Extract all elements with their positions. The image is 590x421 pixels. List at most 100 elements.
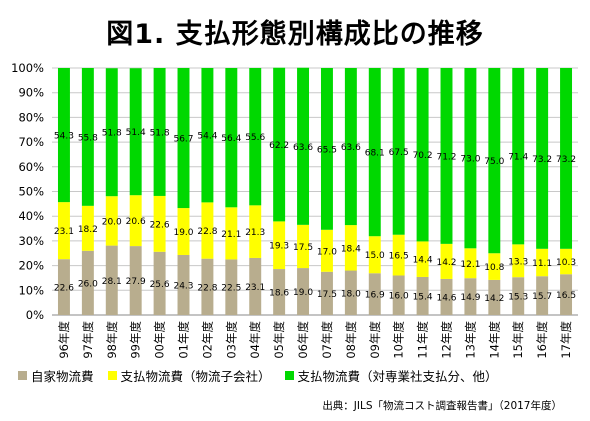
data-label: 11.1 [532,259,552,269]
bar-segment [81,250,94,315]
x-tick-label: 02年度 [200,321,214,359]
bar-segment [392,234,405,276]
data-label: 23.1 [54,227,74,237]
x-tick-label: 05年度 [272,321,286,359]
bar-segment [201,68,214,203]
data-label: 67.5 [389,148,409,158]
bar-segment [536,248,549,277]
data-label: 28.1 [102,277,122,287]
data-label: 13.3 [508,257,528,267]
bar-segment [416,68,429,242]
bar-segment [273,269,286,315]
data-labels: 22.6 23.1 54.3 26.0 18.2 55.8 28.1 20.0 51.8 27.9… [54,128,576,304]
legend-item: 支払物流費（対専業社支払分、他） [284,366,498,385]
y-tick-label: 80% [18,110,44,124]
data-label: 63.6 [293,143,313,153]
bar-segment [105,68,118,197]
bar-segment [153,68,166,196]
x-tick-label: 10年度 [392,321,406,359]
data-label: 65.5 [317,145,337,155]
data-label: 63.6 [341,143,361,153]
data-label: 16.5 [556,291,576,301]
x-tick-label: 07年度 [320,321,334,359]
data-label: 24.3 [173,281,193,291]
x-tick-label: 11年度 [416,321,430,359]
bar-segment [177,208,190,255]
bar-segment [440,278,453,315]
data-label: 22.6 [150,220,170,230]
data-label: 73.2 [532,155,552,165]
data-label: 51.8 [150,128,170,138]
legend-item: 支払物流費（物流子会社） [107,366,271,385]
bar-segment [105,196,118,246]
bar-segment [488,253,501,280]
bar-segment [464,68,477,249]
bar-segment [177,254,190,315]
data-label: 56.4 [221,134,241,144]
data-label: 12.1 [460,260,480,270]
bar-segment [392,68,405,235]
bar-segment [129,68,142,196]
data-label: 56.7 [173,135,193,145]
data-label: 16.5 [389,252,409,262]
data-label: 26.0 [78,279,98,289]
x-tick-label: 08年度 [344,321,358,359]
bar-segment [560,68,573,249]
bar-segment [273,221,286,270]
data-label: 70.2 [413,151,433,161]
bar-segment [320,68,333,230]
bar-segment [464,248,477,279]
legend: 自家物流費 支払物流費（物流子会社） 支払物流費（対専業社支払分、他） [18,366,512,385]
bar-segment [440,243,453,279]
bar-segment [57,259,70,315]
source-note: 出典：JILS「物流コスト調査報告書」（2017年度） [322,400,562,412]
data-label: 10.8 [484,263,504,273]
data-label: 22.8 [197,227,217,237]
chart-title: 図1. 支払形態別構成比の推移 [106,19,484,50]
data-label: 71.2 [436,152,456,162]
y-tick-label: 70% [18,135,44,149]
data-label: 15.7 [532,292,552,302]
legend-label: 自家物流費 [31,369,94,384]
bar-segment [273,67,286,222]
x-tick-label: 12年度 [440,321,454,359]
data-label: 19.3 [269,242,289,252]
x-axis-ticks: 96年度 97年度 98年度 99年度 00年度 01年度 02年度 03年度 04年度 05年度… [57,321,573,359]
y-tick-label: 100% [11,61,44,75]
bar-segment [440,68,453,244]
bar-segment [81,205,94,251]
data-label: 68.1 [365,149,385,159]
bar-segment [249,257,262,315]
x-tick-label: 00年度 [153,321,167,359]
data-label: 15.3 [508,293,528,303]
data-label: 14.9 [460,293,480,303]
bar-segment [297,224,310,269]
x-tick-label: 04年度 [248,321,262,359]
bar-segment [416,241,429,277]
data-label: 15.0 [365,251,385,261]
data-label: 55.6 [245,133,265,143]
bar-segment [368,273,381,315]
bar-segment [177,68,190,209]
data-label: 10.3 [556,258,576,268]
data-label: 51.4 [126,128,146,138]
bar-segment [416,276,429,315]
data-label: 20.0 [102,217,122,227]
bar-segment [81,68,94,206]
data-label: 18.0 [341,289,361,299]
bar-segment [225,68,238,208]
bar-segment [153,251,166,315]
x-tick-label: 15年度 [511,321,525,359]
bar-segment [225,207,238,260]
bar-segment [249,205,262,258]
bar-segment [464,278,477,315]
y-tick-label: 30% [18,234,44,248]
data-label: 73.0 [460,155,480,165]
data-label: 73.2 [556,155,576,165]
data-label: 17.0 [317,247,337,257]
bar-segment [392,275,405,315]
bar-segment [297,268,310,315]
data-label: 75.0 [484,157,504,167]
x-tick-label: 06年度 [296,321,310,359]
legend-item: 自家物流費 [18,366,94,385]
